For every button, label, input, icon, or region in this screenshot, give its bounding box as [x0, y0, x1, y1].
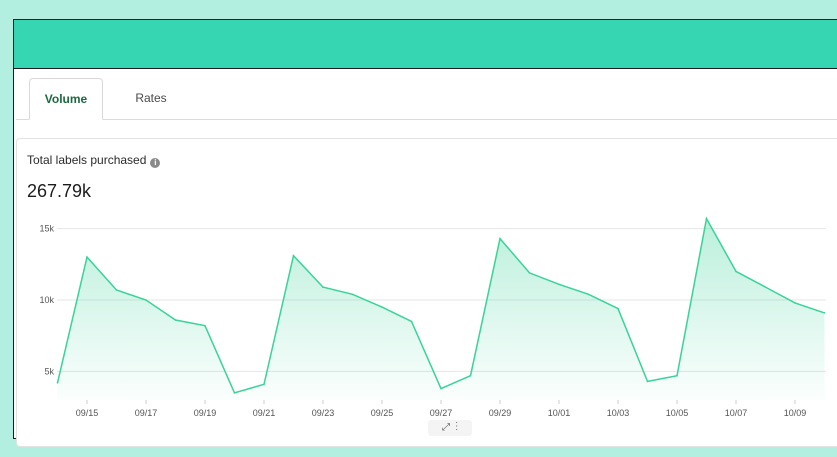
y-tick-label: 5k: [44, 366, 54, 376]
data-point: [499, 237, 501, 240]
x-tick-label: 09/15: [76, 408, 99, 418]
data-point: [794, 302, 796, 304]
info-icon[interactable]: i: [150, 158, 161, 168]
data-point: [469, 374, 472, 377]
card-title: Total labels purchased i: [27, 153, 161, 168]
data-point: [174, 319, 177, 321]
data-point: [381, 306, 383, 308]
card-title-text: Total labels purchased: [27, 153, 147, 167]
data-point: [676, 374, 678, 377]
data-point: [86, 256, 88, 258]
data-point: [558, 283, 560, 286]
tab-rates[interactable]: Rates: [135, 91, 167, 105]
x-tick-label: 10/03: [607, 408, 630, 418]
data-point: [292, 254, 295, 257]
data-point: [351, 293, 354, 296]
data-point: [528, 272, 531, 274]
tab-volume[interactable]: Volume: [29, 78, 103, 120]
data-point: [440, 387, 442, 390]
data-point: [735, 270, 737, 273]
data-point: [823, 312, 826, 314]
data-point: [587, 293, 590, 296]
x-tick-label: 09/17: [135, 408, 158, 418]
x-tick-label: 10/05: [666, 408, 689, 418]
x-tick-label: 09/23: [312, 408, 335, 418]
x-tick-label: 10/07: [725, 408, 748, 418]
x-tick-label: 09/21: [253, 408, 276, 418]
data-point: [204, 324, 206, 327]
data-point: [764, 286, 767, 288]
data-point: [322, 286, 324, 288]
x-tick-label: 09/19: [194, 408, 217, 418]
data-point: [115, 289, 118, 291]
header-banner: [14, 20, 837, 69]
x-tick-label: 10/01: [548, 408, 571, 418]
expand-icon[interactable]: ⤢: [441, 422, 450, 433]
x-tick-label: 10/09: [784, 408, 807, 418]
resize-handle[interactable]: ⤢ ⋮: [428, 420, 472, 436]
x-tick-label: 09/27: [430, 408, 453, 418]
data-point: [56, 382, 59, 384]
y-tick-label: 15k: [39, 224, 54, 234]
data-point: [646, 380, 649, 383]
data-point: [145, 299, 147, 301]
tab-bar: Volume Rates: [16, 78, 837, 120]
data-point: [410, 320, 413, 323]
data-point: [263, 383, 265, 386]
total-value: 267.79k: [27, 181, 92, 201]
x-tick-label: 09/25: [371, 408, 394, 418]
series-area: [57, 218, 825, 400]
data-point: [617, 307, 619, 310]
data-point: [705, 217, 708, 220]
data-point: [233, 392, 236, 394]
y-tick-label: 10k: [39, 295, 54, 305]
x-tick-label: 09/29: [489, 408, 512, 418]
more-vertical-icon[interactable]: ⋮: [455, 422, 459, 433]
